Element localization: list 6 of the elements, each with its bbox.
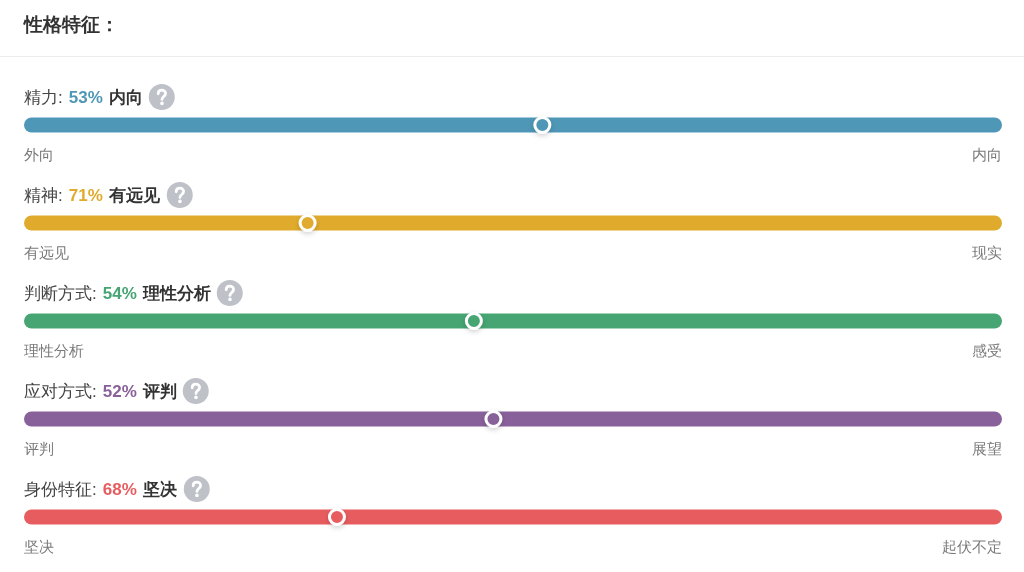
category-label: 起伏不定	[942, 538, 1002, 555]
category-label: 内向	[108, 88, 143, 107]
category-label: 坚决	[24, 538, 54, 555]
text: 性格特征：	[23, 14, 119, 35]
data-label: 53%	[68, 88, 103, 107]
text: 精力:	[24, 88, 63, 107]
